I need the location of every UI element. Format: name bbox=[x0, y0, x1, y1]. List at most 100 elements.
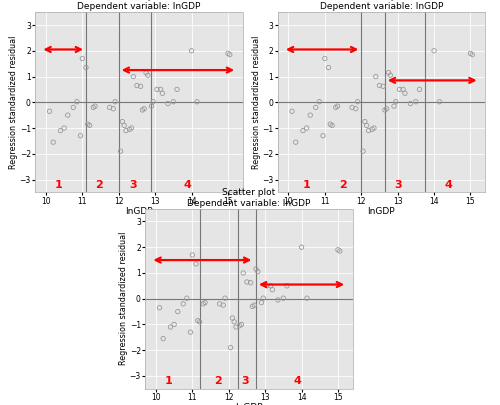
Point bbox=[468, 51, 476, 58]
Point bbox=[236, 322, 244, 329]
Point bbox=[362, 122, 370, 129]
Point bbox=[406, 100, 414, 107]
Point bbox=[158, 90, 166, 96]
Point bbox=[274, 297, 282, 303]
Point bbox=[401, 90, 409, 96]
Point bbox=[188, 252, 196, 258]
Point bbox=[194, 318, 202, 324]
Point bbox=[188, 47, 196, 54]
Point bbox=[226, 51, 234, 58]
Y-axis label: Regression standardized residual: Regression standardized residual bbox=[119, 232, 128, 365]
Point bbox=[120, 122, 128, 129]
Text: 1: 1 bbox=[55, 180, 62, 190]
Y-axis label: Regression standardized residual: Regression standardized residual bbox=[9, 36, 18, 169]
Text: 3: 3 bbox=[394, 180, 402, 190]
Point bbox=[111, 98, 119, 105]
Point bbox=[368, 126, 376, 132]
Point bbox=[116, 148, 124, 154]
X-axis label: lnGDP: lnGDP bbox=[368, 207, 395, 216]
Text: 1: 1 bbox=[165, 376, 172, 386]
Title: Scatter plot
Dependent variable: lnGDP: Scatter plot Dependent variable: lnGDP bbox=[77, 0, 200, 11]
Point bbox=[122, 127, 130, 134]
Point bbox=[133, 82, 141, 89]
Point bbox=[166, 324, 174, 330]
Text: 2: 2 bbox=[214, 376, 222, 386]
Point bbox=[306, 112, 314, 118]
Point bbox=[186, 329, 194, 335]
Point bbox=[232, 324, 240, 330]
Point bbox=[224, 50, 232, 57]
Point bbox=[396, 86, 404, 93]
Point bbox=[352, 105, 360, 112]
Point bbox=[76, 132, 84, 139]
Point bbox=[399, 86, 407, 93]
Point bbox=[240, 270, 248, 276]
Point bbox=[106, 104, 114, 111]
Point bbox=[238, 321, 246, 328]
Point bbox=[142, 69, 150, 76]
Point bbox=[302, 125, 310, 131]
Point bbox=[258, 299, 266, 306]
Point bbox=[86, 122, 94, 129]
Point bbox=[130, 73, 138, 80]
Point bbox=[328, 122, 336, 129]
Point bbox=[316, 98, 324, 105]
Point bbox=[230, 319, 238, 325]
Point bbox=[436, 98, 444, 105]
Point bbox=[348, 104, 356, 111]
Point bbox=[64, 112, 72, 118]
Point bbox=[252, 266, 260, 272]
Point bbox=[392, 98, 400, 105]
Text: 3: 3 bbox=[242, 376, 249, 386]
Point bbox=[91, 103, 99, 109]
Title: Scatter plot
Dependent variable: lnGDP: Scatter plot Dependent variable: lnGDP bbox=[187, 188, 310, 208]
Point bbox=[321, 55, 329, 62]
Point bbox=[248, 303, 256, 310]
Point bbox=[379, 83, 387, 90]
Point bbox=[159, 335, 167, 342]
Point bbox=[179, 301, 187, 307]
Point bbox=[192, 261, 200, 267]
Point bbox=[174, 308, 182, 315]
Point bbox=[292, 139, 300, 145]
Point bbox=[82, 64, 90, 71]
Point bbox=[354, 98, 362, 105]
Point bbox=[381, 107, 389, 113]
Point bbox=[416, 86, 424, 93]
Point bbox=[430, 47, 438, 54]
Point bbox=[254, 269, 262, 275]
Point bbox=[280, 295, 287, 301]
Point bbox=[199, 301, 207, 307]
Point bbox=[283, 283, 291, 289]
Text: 4: 4 bbox=[444, 180, 452, 190]
Point bbox=[263, 283, 271, 289]
Point bbox=[324, 64, 332, 71]
Point bbox=[319, 132, 327, 139]
Point bbox=[110, 105, 118, 112]
Point bbox=[69, 104, 77, 111]
Point bbox=[56, 127, 64, 134]
Point bbox=[326, 121, 334, 128]
Point bbox=[386, 72, 394, 79]
Point bbox=[118, 118, 126, 125]
Point bbox=[372, 73, 380, 80]
Point bbox=[140, 105, 148, 112]
Point bbox=[144, 72, 152, 79]
Point bbox=[334, 103, 342, 109]
Point bbox=[243, 279, 251, 285]
Point bbox=[60, 125, 68, 131]
Point bbox=[364, 127, 372, 134]
Point bbox=[196, 319, 203, 325]
Point bbox=[164, 100, 172, 107]
Point bbox=[216, 301, 224, 307]
X-axis label: lnGDP: lnGDP bbox=[125, 207, 152, 216]
Title: Scatter plot
Dependent variable: lnGDP: Scatter plot Dependent variable: lnGDP bbox=[320, 0, 443, 11]
Point bbox=[370, 125, 378, 131]
Point bbox=[221, 295, 229, 301]
Point bbox=[193, 98, 201, 105]
Point bbox=[412, 98, 420, 105]
Point bbox=[268, 286, 276, 293]
Point bbox=[136, 83, 144, 90]
Point bbox=[332, 104, 340, 111]
Text: 3: 3 bbox=[130, 180, 137, 190]
